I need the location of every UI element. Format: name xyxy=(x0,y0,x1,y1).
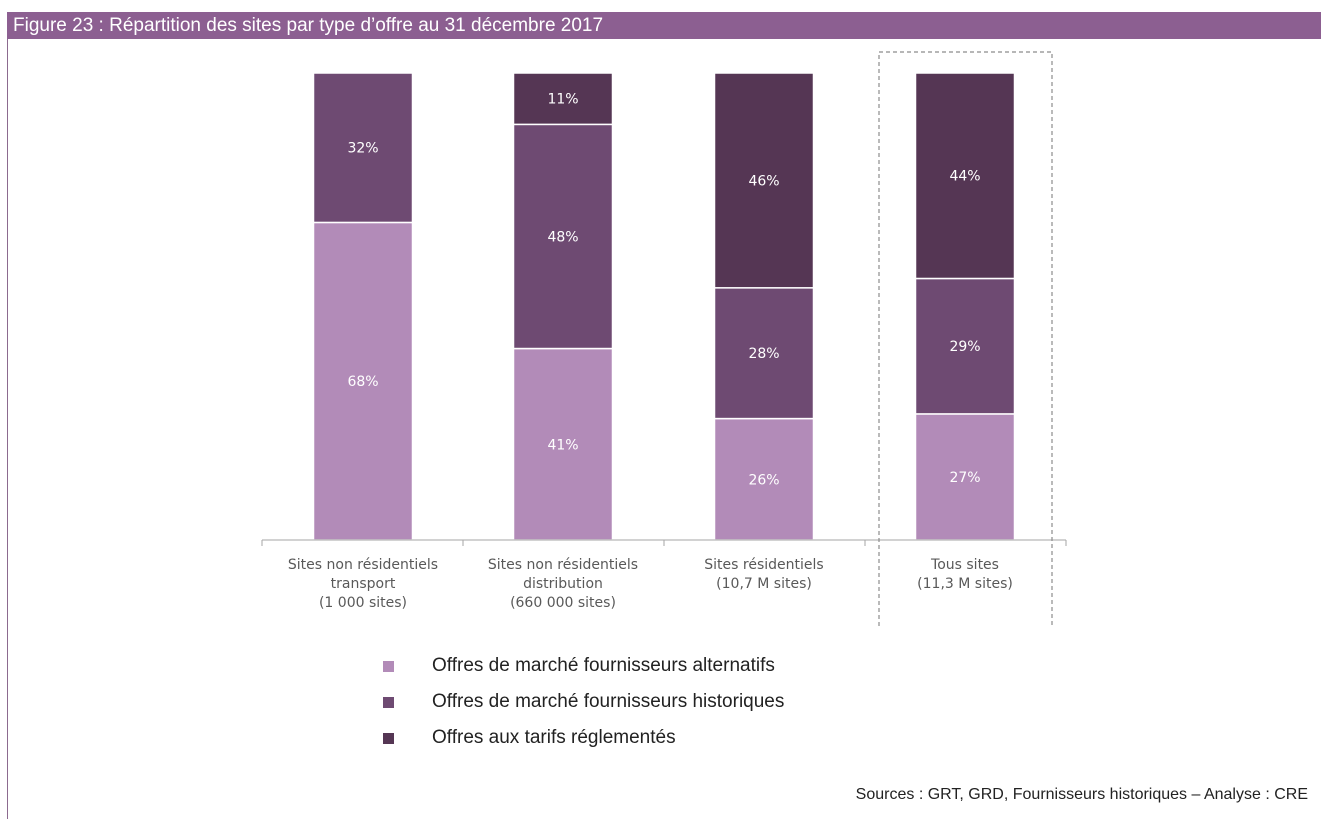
bar-segment xyxy=(713,287,815,420)
chart-legend: Offres de marché fournisseurs alternatif… xyxy=(383,648,784,756)
bar-segment xyxy=(713,417,815,541)
bar-segment xyxy=(312,221,414,541)
legend-item-historiques: Offres de marché fournisseurs historique… xyxy=(383,684,784,720)
legend-item-tarifs-reglementes: Offres aux tarifs réglementés xyxy=(383,720,784,756)
x-tick-label: Sites non résidentiels xyxy=(288,557,438,573)
legend-swatch-tarifs-reglementes xyxy=(383,732,394,744)
data-label: 41% xyxy=(547,437,578,453)
x-tick-label: (11,3 M sites) xyxy=(917,576,1013,592)
figure-frame xyxy=(7,12,1321,819)
data-label: 29% xyxy=(949,339,980,355)
x-tick-label: Tous sites xyxy=(930,557,999,573)
figure-title: Figure 23 : Répartition des sites par ty… xyxy=(7,12,1321,39)
x-tick-label: distribution xyxy=(523,576,603,592)
bar-segment xyxy=(914,277,1016,415)
x-tick-label: transport xyxy=(331,576,396,592)
x-tick-label: Sites non résidentiels xyxy=(488,557,638,573)
data-label: 44% xyxy=(949,169,980,185)
legend-label-historiques: Offres de marché fournisseurs historique… xyxy=(432,691,785,712)
legend-item-alternatifs: Offres de marché fournisseurs alternatif… xyxy=(383,648,784,684)
bar-segment xyxy=(914,72,1016,280)
x-tick-label: (10,7 M sites) xyxy=(716,576,812,592)
legend-swatch-alternatifs xyxy=(383,660,394,672)
bar-segment xyxy=(713,72,815,289)
bar-segment xyxy=(512,123,614,350)
data-label: 48% xyxy=(547,229,578,245)
data-label: 28% xyxy=(748,346,779,362)
data-label: 46% xyxy=(748,173,779,189)
bar-segment xyxy=(312,72,414,224)
data-label: 68% xyxy=(347,374,378,390)
data-label: 26% xyxy=(748,472,779,488)
x-tick-label: Sites résidentiels xyxy=(704,557,823,573)
data-label: 11% xyxy=(547,92,578,108)
bar-segment xyxy=(512,72,614,126)
data-label: 32% xyxy=(347,141,378,157)
legend-label-tarifs-reglementes: Offres aux tarifs réglementés xyxy=(432,727,676,748)
legend-label-alternatifs: Offres de marché fournisseurs alternatif… xyxy=(432,655,775,676)
x-tick-label: (660 000 sites) xyxy=(510,595,616,611)
source-note: Sources : GRT, GRD, Fournisseurs histori… xyxy=(855,786,1308,803)
x-tick-label: (1 000 sites) xyxy=(319,595,407,611)
legend-swatch-historiques xyxy=(383,696,394,708)
data-label: 27% xyxy=(949,470,980,486)
